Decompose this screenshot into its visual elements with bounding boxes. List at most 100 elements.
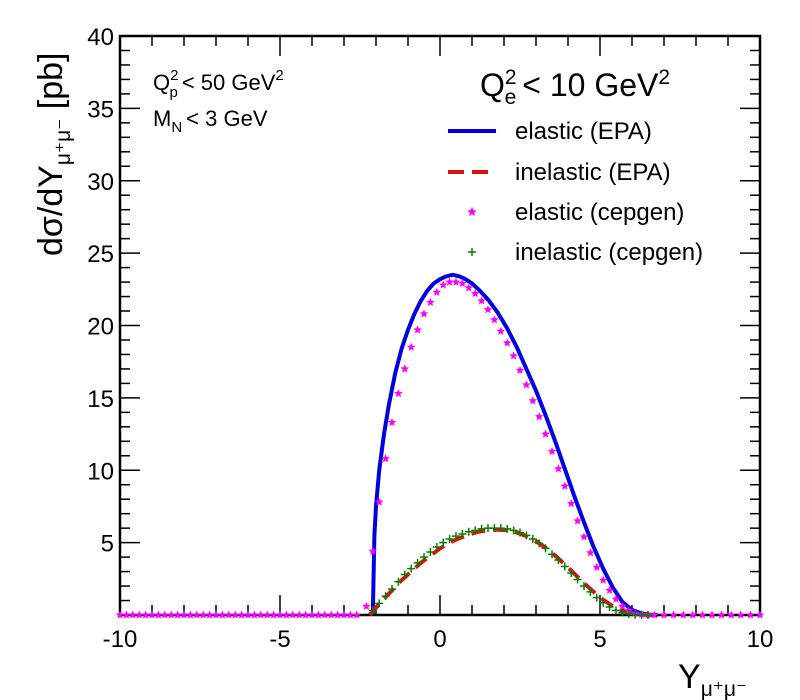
data-point <box>166 610 176 619</box>
data-point <box>375 599 384 608</box>
data-point <box>509 351 518 360</box>
data-point <box>477 296 486 305</box>
y-tick-label: 20 <box>87 314 114 341</box>
data-point <box>483 305 493 314</box>
data-point <box>346 610 355 619</box>
data-point <box>269 610 278 619</box>
data-point <box>381 592 390 601</box>
data-point <box>612 606 620 615</box>
data-point <box>605 585 614 595</box>
data-point <box>452 532 460 541</box>
data-point <box>496 326 506 335</box>
legend-entry: elastic (cepgen) <box>467 199 684 226</box>
data-point <box>262 610 272 619</box>
data-point <box>432 542 441 551</box>
y-axis-title: dσ/dYμ⁺μ⁻ [pb] <box>32 53 75 256</box>
data-point <box>464 527 473 536</box>
data-point <box>580 582 588 591</box>
data-point <box>502 338 512 347</box>
data-point <box>339 610 349 619</box>
data-point <box>439 538 448 547</box>
data-point <box>650 610 659 619</box>
data-point <box>470 289 480 298</box>
data-point <box>394 577 403 586</box>
data-point <box>326 610 336 619</box>
data-point <box>320 610 330 619</box>
legend-entry: inelastic (cepgen) <box>468 239 703 266</box>
data-point <box>426 297 435 306</box>
data-point <box>464 283 474 292</box>
data-point <box>230 610 240 619</box>
data-point <box>445 277 454 286</box>
data-point <box>547 446 557 456</box>
data-point <box>224 610 234 619</box>
data-point <box>541 429 550 438</box>
data-point <box>275 610 285 619</box>
data-point <box>554 555 563 564</box>
data-point <box>307 610 317 619</box>
data-point <box>688 610 698 619</box>
cut-q2p: Q2 p < 50 GeV2 <box>153 67 284 101</box>
axes: -10 -5 0 5 10 5 10 15 20 25 30 35 40 <box>87 24 773 653</box>
y-tick-label: 15 <box>87 386 114 413</box>
data-point <box>560 481 570 490</box>
data-point <box>250 610 259 619</box>
data-point <box>755 610 765 619</box>
data-point <box>605 603 614 612</box>
data-point <box>186 610 195 619</box>
data-point <box>381 454 390 463</box>
x-tick-label: -10 <box>103 626 138 653</box>
data-point <box>368 606 377 615</box>
data-point <box>573 516 582 525</box>
legend-entry: elastic (EPA) <box>448 118 652 145</box>
legend-label: inelastic (EPA) <box>515 159 671 186</box>
data-point <box>288 610 298 619</box>
data-point <box>541 544 550 553</box>
data-point <box>548 550 556 559</box>
data-point <box>698 610 707 619</box>
data-point <box>413 325 422 334</box>
data-point <box>528 396 538 405</box>
data-point <box>294 610 304 619</box>
data-point <box>592 593 601 602</box>
data-point <box>567 569 576 578</box>
data-point <box>726 610 736 619</box>
data-point <box>535 539 544 548</box>
data-point <box>490 315 499 324</box>
data-point <box>560 562 569 571</box>
y-tick-label: 35 <box>87 96 114 123</box>
data-point <box>400 364 410 373</box>
data-point <box>746 610 755 619</box>
series-line <box>370 272 658 617</box>
data-point <box>173 610 182 619</box>
data-point <box>407 564 416 573</box>
data-point <box>451 277 461 286</box>
data-point <box>573 575 582 584</box>
data-point <box>406 342 416 351</box>
data-point <box>515 365 525 375</box>
data-point <box>522 531 531 540</box>
data-point <box>707 610 717 619</box>
data-point <box>534 412 544 421</box>
data-point <box>362 601 371 610</box>
data-point <box>509 526 518 535</box>
y-tick-label: 40 <box>87 24 114 51</box>
y-tick-label: 10 <box>87 458 114 485</box>
data-point <box>192 610 202 619</box>
data-point <box>198 610 208 619</box>
data-point <box>579 532 589 541</box>
legend-label: elastic (cepgen) <box>515 199 684 226</box>
data-point <box>122 610 131 619</box>
data-point <box>736 610 746 619</box>
data-point <box>566 499 576 508</box>
data-point <box>420 553 428 562</box>
data-point <box>528 535 537 544</box>
data-point <box>400 570 409 579</box>
data-point <box>503 524 512 533</box>
x-tick-label: -5 <box>269 626 290 653</box>
data-point <box>644 611 652 619</box>
data-point <box>160 610 170 619</box>
legend-swatch <box>467 207 477 217</box>
legend-label: elastic (EPA) <box>515 118 652 145</box>
